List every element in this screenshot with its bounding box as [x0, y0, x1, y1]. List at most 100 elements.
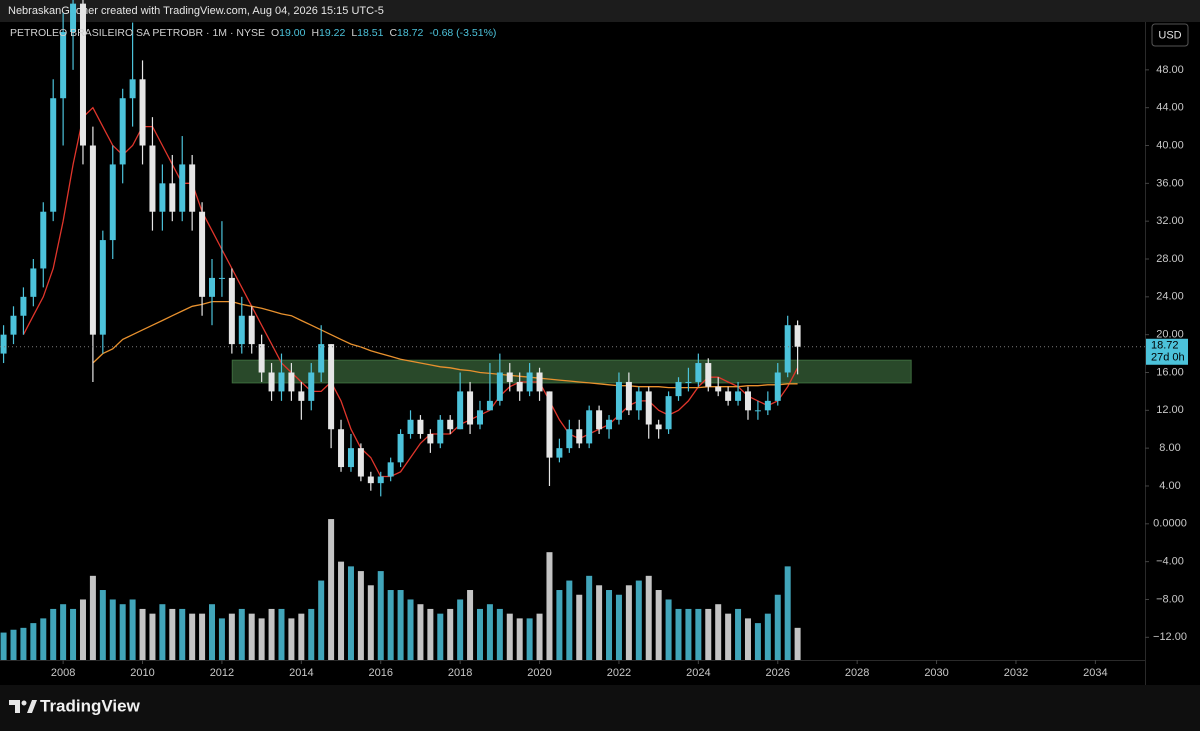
- volume-bar: [139, 608, 146, 660]
- candle-body: [119, 98, 126, 165]
- candle-body: [457, 391, 464, 430]
- legend-value: 19.00: [279, 27, 305, 39]
- candle-body: [99, 240, 106, 335]
- volume-bar: [79, 599, 86, 660]
- candle-body: [10, 315, 17, 335]
- volume-bar: [0, 632, 7, 660]
- volume-bar: [288, 618, 295, 660]
- candle-body: [109, 164, 116, 241]
- candle-body: [238, 315, 245, 345]
- volume-bar: [70, 608, 77, 660]
- y-tick-label: 32.00: [1156, 215, 1184, 227]
- y-tick-label: 20.00: [1156, 329, 1184, 341]
- candle-body: [516, 381, 523, 392]
- volume-bar: [655, 590, 662, 660]
- candle-body: [685, 381, 692, 383]
- volume-bar: [228, 613, 235, 660]
- candle-body: [149, 145, 156, 212]
- y-tick-label: −8.00: [1156, 593, 1184, 605]
- volume-bar: [546, 552, 553, 660]
- candle-body: [695, 363, 702, 382]
- volume-bar: [179, 608, 186, 660]
- candle-body: [625, 381, 632, 411]
- x-tick-label: 2034: [1083, 667, 1107, 679]
- candle-body: [258, 344, 265, 373]
- volume-bar: [119, 604, 126, 660]
- x-tick-label: 2026: [766, 667, 790, 679]
- candle-body: [199, 211, 206, 297]
- candle-body: [744, 391, 751, 411]
- volume-bar: [387, 590, 394, 660]
- volume-bar: [149, 613, 156, 660]
- candle-body: [784, 325, 791, 373]
- volume-bar: [199, 613, 206, 660]
- volume-bar: [437, 613, 444, 660]
- volume-bar: [109, 599, 116, 660]
- y-tick-label: 48.00: [1156, 64, 1184, 76]
- logo-slash: [27, 700, 37, 713]
- candle-body: [70, 3, 77, 33]
- volume-bar: [268, 608, 275, 660]
- legend-value: 18.51: [357, 27, 383, 39]
- volume-bar: [248, 613, 255, 660]
- volume-bar: [20, 627, 27, 660]
- y-tick-label: 24.00: [1156, 291, 1184, 303]
- candle-body: [675, 381, 682, 397]
- candle-body: [476, 410, 483, 425]
- volume-bar: [357, 571, 364, 660]
- candle-body: [417, 419, 424, 434]
- candle-body: [556, 448, 563, 458]
- currency-button[interactable]: [1151, 23, 1189, 47]
- volume-bar: [189, 613, 196, 660]
- candle-body: [526, 372, 533, 392]
- x-tick-label: 2016: [368, 667, 392, 679]
- volume-bar: [794, 627, 801, 660]
- volume-bar: [89, 575, 96, 660]
- candle-body: [189, 164, 196, 212]
- volume-bar: [447, 608, 454, 660]
- volume-bar: [467, 590, 474, 660]
- volume-bar: [328, 519, 335, 660]
- top-bar: [0, 0, 1200, 22]
- candle-body: [546, 391, 553, 458]
- volume-bar: [715, 604, 722, 660]
- candle-body: [586, 410, 593, 444]
- legend: PETROLEO BRASILEIRO SA PETROBR · 1M · NY…: [10, 27, 496, 39]
- candle-body: [318, 344, 325, 373]
- volume-bar: [308, 608, 315, 660]
- volume-bar: [596, 585, 603, 660]
- volume-bar: [30, 623, 37, 660]
- volume-bar: [209, 604, 216, 660]
- legend-change: -0.68 (-3.51%): [429, 27, 496, 39]
- candle-body: [40, 211, 47, 269]
- candle-body: [754, 410, 761, 412]
- candle-body: [179, 164, 186, 212]
- volume-bar: [50, 608, 57, 660]
- volume-bar: [645, 575, 652, 660]
- candle-body: [347, 448, 354, 468]
- volume-bar: [576, 594, 583, 660]
- candle-body: [774, 372, 781, 401]
- legend-symbol: PETROLEO BRASILEIRO SA PETROBR · 1M · NY…: [10, 27, 265, 39]
- candle-body: [357, 448, 364, 477]
- y-tick-label: 4.00: [1159, 480, 1180, 492]
- volume-bar: [615, 594, 622, 660]
- volume-bar: [665, 599, 672, 660]
- legend-value: 18.72: [397, 27, 423, 39]
- volume-bar: [347, 566, 354, 660]
- y-tick-label: 28.00: [1156, 253, 1184, 265]
- volume-bar: [10, 629, 17, 660]
- candle-body: [218, 277, 225, 279]
- logo-dot: [21, 700, 27, 706]
- candle-body: [228, 277, 235, 345]
- y-tick-label: 44.00: [1156, 102, 1184, 114]
- candle-body: [596, 410, 603, 430]
- candle-body: [0, 334, 7, 354]
- candle-body: [338, 429, 345, 468]
- candle-body: [268, 372, 275, 392]
- candle-body: [496, 372, 503, 401]
- candle-body: [288, 372, 295, 392]
- volume-bar: [526, 618, 533, 660]
- candle-body: [129, 79, 136, 99]
- candle-body: [169, 183, 176, 212]
